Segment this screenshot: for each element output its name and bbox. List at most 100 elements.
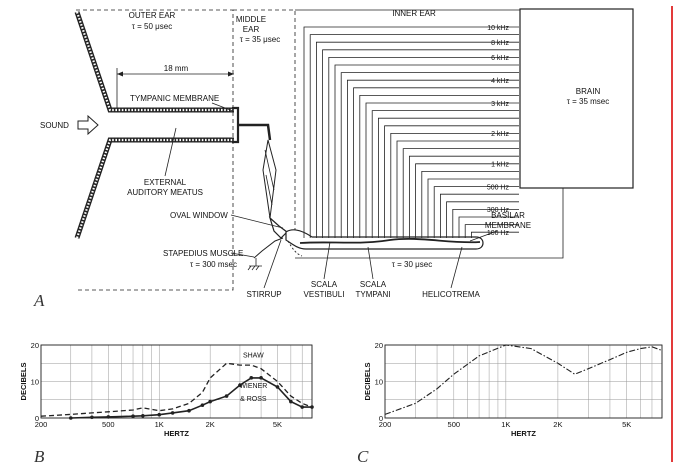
- data-point: [259, 376, 263, 380]
- x-tick-label: 200: [35, 420, 48, 429]
- data-point: [170, 411, 175, 415]
- nerve-fibre: [458, 216, 519, 238]
- chart-b-plot: 200 500 1K 2K 5K 0 10 20 HERTZ DECIBELS SHAW WIENER…: [19, 341, 314, 438]
- panel-b-label: B: [34, 447, 45, 466]
- nerve-fibre: [328, 57, 519, 238]
- frequency-label: 3 kHz: [491, 101, 509, 108]
- meatus-label-2: AUDITORY MEATUS: [127, 188, 203, 197]
- nerve-fibre: [390, 133, 519, 238]
- frequency-label: 100 Hz: [487, 230, 510, 237]
- stapedius-tau: τ = 300 msec: [190, 260, 237, 269]
- ossicle-chain: [238, 123, 272, 141]
- outer-ear-tau: τ = 50 μsec: [132, 22, 172, 31]
- frequency-label: 8 kHz: [491, 40, 509, 47]
- nerve-fibre: [309, 34, 519, 238]
- series-label-shaw: SHAW: [243, 352, 264, 359]
- nerve-fibre: [371, 110, 519, 238]
- y-tick-label: 20: [31, 341, 39, 350]
- nerve-fibre: [316, 41, 519, 238]
- middle-ear-title-2: EAR: [243, 25, 260, 34]
- x-tick-label: 2K: [206, 420, 215, 429]
- nerve-fibre: [359, 95, 519, 238]
- frequency-label: 1 kHz: [491, 162, 509, 169]
- middle-ear-tau: τ = 35 μsec: [240, 35, 280, 44]
- chart-c-plot: 200 500 1K 2K 5K 0 10 20 HERTZ DECIBELS: [363, 341, 663, 438]
- data-point: [106, 415, 111, 419]
- nerve-fibre: [378, 117, 519, 238]
- data-point: [310, 405, 314, 409]
- data-point: [238, 383, 242, 387]
- nerve-fibre: [365, 102, 519, 238]
- x-tick-label: 1K: [155, 420, 164, 429]
- nerve-fibres: [303, 26, 519, 238]
- inner-ear-frame: [295, 9, 564, 259]
- y-tick-label: 10: [31, 378, 39, 387]
- nerve-fibre: [334, 64, 519, 238]
- data-point: [90, 415, 94, 420]
- series-line: [40, 362, 313, 417]
- frequency-label: 10 kHz: [487, 25, 509, 32]
- tympanic-membrane-label: TYMPANIC MEMBRANE: [130, 94, 219, 103]
- frequency-label: 500 Hz: [487, 184, 510, 191]
- brain-box: [519, 8, 634, 189]
- helicotrema-label: HELICOTREMA: [422, 290, 480, 299]
- y-tick-label: 10: [375, 378, 383, 387]
- malleus-incus: [262, 139, 277, 219]
- nerve-fibre: [347, 79, 519, 238]
- data-point: [249, 376, 254, 380]
- middle-ear-region: [233, 9, 296, 232]
- nerve-fibre: [421, 171, 519, 238]
- data-point: [157, 412, 162, 417]
- stirrup-bone: [268, 216, 288, 239]
- frequency-label: 300 Hz: [487, 207, 510, 214]
- nerve-fibre: [396, 140, 519, 238]
- basilar-label-1: BASILAR: [491, 211, 525, 220]
- scala-vestibuli-label-1: SCALA: [311, 280, 338, 289]
- x-tick-label: 500: [102, 420, 115, 429]
- frequency-label: 2 kHz: [491, 131, 509, 138]
- nerve-fibre: [471, 231, 519, 238]
- scala-tympani-label-1: SCALA: [360, 280, 387, 289]
- plot-frame: [40, 344, 313, 419]
- panel-a-label: A: [33, 291, 45, 310]
- oval-window-label: OVAL WINDOW: [170, 211, 228, 220]
- basilar-membrane: [299, 237, 481, 244]
- nerve-fibre: [303, 26, 519, 238]
- y-tick-label: 0: [35, 414, 39, 423]
- stapedius-muscle: [253, 237, 284, 259]
- chart-c: 200 500 1K 2K 5K 0 10 20 HERTZ DECIBELS C: [357, 341, 663, 466]
- data-point: [289, 399, 293, 404]
- brain-tau: τ = 35 msec: [567, 97, 610, 106]
- chart-b: 200 500 1K 2K 5K 0 10 20 HERTZ DECIBELS SHAW WIENER…: [19, 341, 314, 466]
- frequency-label: 4 kHz: [491, 78, 509, 85]
- series-label-wiener: WIENER: [239, 383, 267, 390]
- stirrup-label: STIRRUP: [246, 290, 281, 299]
- y-axis-label: DECIBELS: [363, 363, 372, 401]
- series-label-ross: & ROSS: [240, 396, 267, 403]
- brain-title: BRAIN: [576, 87, 601, 96]
- basilar-label-2: MEMBRANE: [485, 221, 531, 230]
- panel-c-label: C: [357, 447, 369, 466]
- nerve-fibre: [427, 178, 519, 238]
- data-point: [187, 408, 191, 413]
- scala-tympani-label-2: TYMPANI: [356, 290, 391, 299]
- data-point: [275, 385, 280, 389]
- round-window: [287, 240, 303, 257]
- nerve-fibre: [464, 224, 519, 238]
- x-tick-label: 1K: [501, 420, 510, 429]
- scala-vestibuli-label-2: VESTIBULI: [304, 290, 345, 299]
- series-line: [384, 344, 663, 415]
- nerve-fibre: [452, 209, 519, 238]
- frequency-labels: 10 kHz 8 kHz 6 kHz 4 kHz 3 kHz 2 kHz 1 kHz 500 …: [487, 25, 510, 237]
- nerve-fibre: [446, 201, 519, 238]
- data-point: [68, 416, 73, 420]
- x-axis-label: HERTZ: [164, 429, 189, 438]
- meatus-label-1: EXTERNAL: [144, 178, 187, 187]
- middle-ear-title-1: MIDDLE: [236, 15, 266, 24]
- nerve-fibre: [415, 163, 519, 238]
- y-tick-label: 20: [375, 341, 383, 350]
- data-point: [200, 403, 205, 408]
- nerve-fibre: [409, 155, 519, 238]
